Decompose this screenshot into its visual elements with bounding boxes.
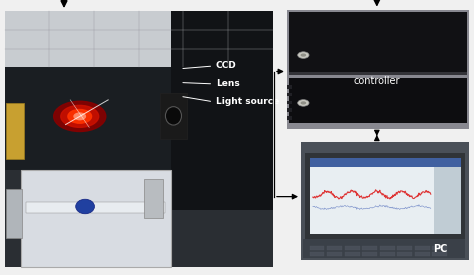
Bar bbox=[287, 93, 292, 96]
Text: PC: PC bbox=[434, 244, 448, 254]
Bar bbox=[362, 252, 377, 256]
Circle shape bbox=[68, 109, 91, 123]
Bar bbox=[310, 246, 324, 250]
Bar bbox=[171, 11, 273, 210]
Bar bbox=[362, 246, 377, 250]
Circle shape bbox=[298, 52, 309, 58]
Circle shape bbox=[74, 113, 85, 120]
Bar bbox=[397, 246, 412, 250]
Bar bbox=[6, 189, 22, 238]
Bar bbox=[310, 158, 461, 167]
Text: Light source: Light source bbox=[216, 97, 279, 106]
Text: Lens: Lens bbox=[216, 79, 239, 88]
Bar bbox=[434, 167, 461, 234]
Bar bbox=[380, 252, 395, 256]
Bar bbox=[305, 153, 465, 239]
Bar bbox=[287, 116, 292, 120]
Bar bbox=[327, 246, 342, 250]
Ellipse shape bbox=[76, 199, 94, 214]
Circle shape bbox=[301, 53, 306, 57]
Bar bbox=[21, 170, 171, 267]
Circle shape bbox=[298, 100, 309, 106]
Bar bbox=[26, 202, 165, 213]
Bar bbox=[301, 142, 469, 260]
Bar bbox=[415, 252, 430, 256]
Text: controller: controller bbox=[354, 76, 400, 86]
Circle shape bbox=[61, 105, 99, 127]
Circle shape bbox=[301, 101, 306, 104]
Bar bbox=[310, 167, 434, 234]
Bar bbox=[5, 67, 206, 170]
Bar bbox=[287, 85, 292, 89]
Bar bbox=[310, 252, 324, 256]
Bar bbox=[303, 239, 465, 258]
Bar bbox=[310, 158, 461, 234]
Bar bbox=[397, 252, 412, 256]
Bar bbox=[160, 93, 187, 139]
Bar bbox=[5, 11, 273, 267]
Bar bbox=[327, 252, 342, 256]
Bar bbox=[345, 252, 360, 256]
Bar bbox=[287, 10, 469, 129]
Circle shape bbox=[54, 101, 106, 131]
Bar bbox=[144, 179, 163, 218]
Bar bbox=[287, 101, 292, 104]
Bar bbox=[415, 246, 430, 250]
Bar bbox=[289, 72, 467, 75]
Bar bbox=[6, 103, 25, 159]
Bar bbox=[432, 252, 447, 256]
Bar bbox=[380, 246, 395, 250]
Bar bbox=[345, 246, 360, 250]
Bar bbox=[287, 108, 292, 112]
Bar bbox=[289, 78, 467, 123]
Text: CCD: CCD bbox=[216, 62, 237, 70]
Bar bbox=[289, 12, 467, 75]
Ellipse shape bbox=[165, 107, 182, 125]
Bar bbox=[432, 246, 447, 250]
Bar bbox=[5, 11, 273, 67]
